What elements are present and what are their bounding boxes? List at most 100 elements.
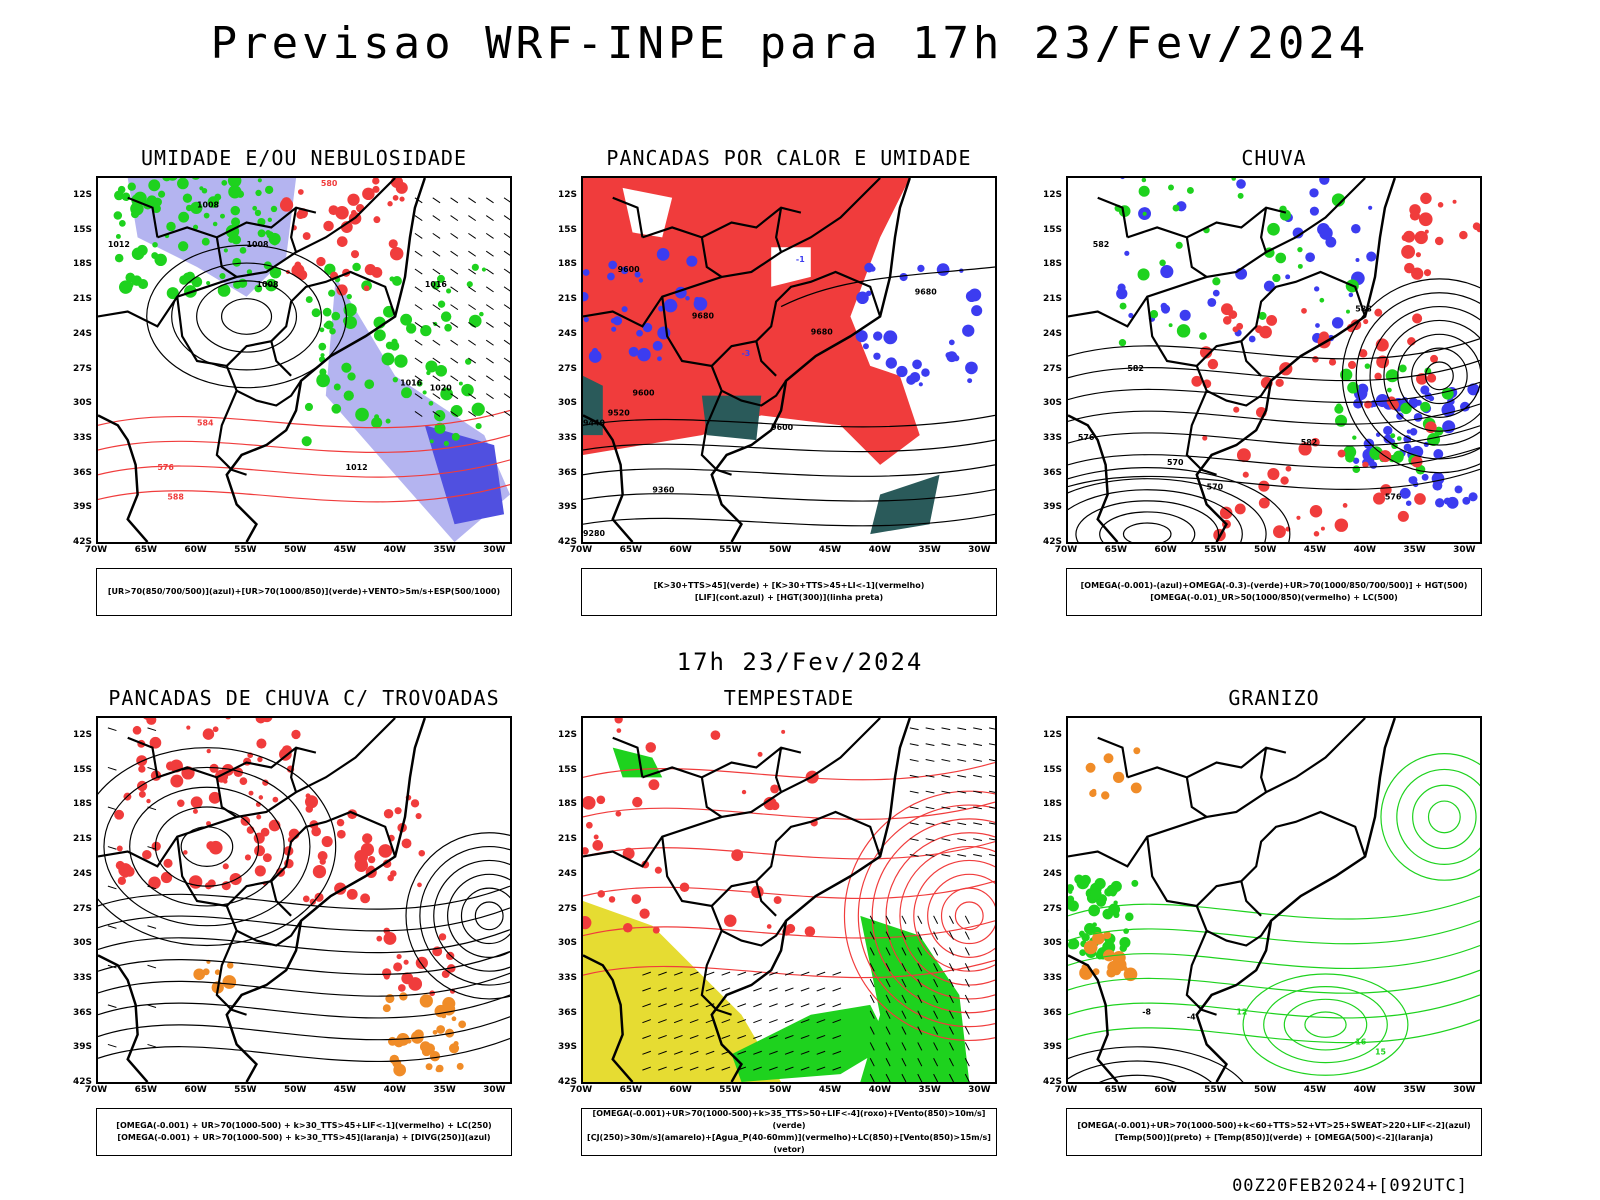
contour-label: 9600 bbox=[633, 389, 656, 398]
latitude-tick-label: 15S bbox=[72, 764, 92, 775]
water-vapour-red-contours-patch bbox=[741, 789, 747, 795]
longitude-tick-label: 70W bbox=[569, 1085, 593, 1095]
latitude-tick-label: 27S bbox=[72, 903, 92, 914]
wind-vector bbox=[485, 375, 494, 382]
wind-vector bbox=[642, 1050, 652, 1055]
wind-vector bbox=[901, 1058, 907, 1067]
wind-vector bbox=[901, 1026, 907, 1035]
lifted-index-blue-contours-patch bbox=[652, 340, 663, 351]
rain-red-patches-patch bbox=[1202, 435, 1208, 441]
rain-green-patches-patch bbox=[1231, 178, 1236, 181]
humidity-green-contours-patch bbox=[381, 352, 395, 366]
wind-vector bbox=[816, 971, 826, 976]
thunder-red-patches-patch bbox=[146, 718, 157, 725]
rain-blue-patches-patch bbox=[1236, 179, 1246, 189]
rain-red-patches-patch bbox=[1414, 493, 1426, 505]
thunder-orange-patches-patch bbox=[429, 1051, 441, 1062]
rain-blue-patches-patch bbox=[1124, 250, 1130, 256]
wind-vector bbox=[642, 1034, 652, 1039]
panel-title: PANCADAS POR CALOR E UMIDADE bbox=[606, 146, 972, 170]
wind-vector bbox=[107, 925, 117, 929]
wind-vector bbox=[769, 971, 778, 976]
height-500-cyclone-line bbox=[1383, 319, 1480, 432]
longitude-tick-label: 30W bbox=[483, 1085, 506, 1095]
rain-green-patches-patch bbox=[1387, 387, 1392, 393]
humidity-green-contours-patch bbox=[346, 293, 352, 300]
humidity-green-contours-patch bbox=[223, 248, 228, 253]
height-500-lines-line bbox=[1068, 468, 1480, 490]
latitude-tick-label: 12S bbox=[72, 190, 92, 200]
thickness-red-contours-patch bbox=[347, 193, 360, 206]
rain-red-patches-patch bbox=[1472, 222, 1480, 231]
wind-vector bbox=[869, 1010, 875, 1019]
humidity-green-contours-patch bbox=[121, 192, 131, 202]
wind-vector bbox=[468, 232, 477, 239]
longitude-tick-label: 70W bbox=[1054, 545, 1078, 555]
wind-vector bbox=[658, 1003, 667, 1008]
lc-850-red-lines-line bbox=[583, 920, 995, 939]
contour-label: 1008 bbox=[197, 201, 220, 210]
wind-vector bbox=[503, 215, 510, 221]
rain-blue-patches-patch bbox=[1355, 258, 1360, 262]
wind-vector bbox=[949, 1026, 954, 1035]
lifted-index-blue-contours-patch bbox=[657, 356, 662, 362]
contour-label: 9600 bbox=[771, 423, 794, 432]
wind-vector bbox=[933, 1042, 939, 1051]
rain-red-patches-patch bbox=[1234, 503, 1246, 515]
humidity-green-contours-patch bbox=[220, 213, 225, 219]
wind-vector bbox=[909, 838, 919, 841]
rain-red-patches-patch bbox=[1309, 505, 1323, 518]
contour-label: 12 bbox=[1236, 1008, 1247, 1017]
wind-vector bbox=[885, 1073, 891, 1082]
wind-vector bbox=[901, 1010, 907, 1019]
latitude-tick-label: 33S bbox=[557, 432, 577, 443]
rain-red-patches-patch bbox=[1233, 406, 1240, 413]
contour-label: 1008 bbox=[247, 240, 270, 249]
rain-green-patches-patch bbox=[1237, 192, 1244, 199]
rain-green-patches-patch bbox=[1345, 453, 1355, 463]
rain-blue-patches-patch bbox=[1248, 335, 1256, 343]
thunder-red-patches-patch bbox=[362, 833, 373, 844]
longitude-tick-label: 65W bbox=[134, 1085, 158, 1095]
wind-vector bbox=[147, 885, 157, 890]
omega-500-orange-patches-patch bbox=[1085, 762, 1096, 773]
thickness-red-lines-line bbox=[98, 484, 510, 503]
latitude-tick-label: 39S bbox=[1042, 1042, 1062, 1053]
rain-green-patches-patch bbox=[1297, 263, 1303, 269]
lc-850-red-cyclone-line bbox=[899, 846, 995, 986]
wind-vector bbox=[737, 1034, 747, 1039]
thunder-red-patches-patch bbox=[311, 826, 322, 837]
lc-250-streamlines-line bbox=[98, 929, 510, 954]
lifted-index-blue-contours-patch bbox=[971, 305, 983, 317]
wind-vector bbox=[503, 250, 510, 256]
lc-250-anticyclone-line bbox=[129, 786, 285, 907]
wind-vector bbox=[909, 790, 919, 794]
latitude-tick-label: 42S bbox=[557, 1077, 577, 1087]
humidity-green-contours-patch bbox=[228, 185, 242, 199]
humidity-green-contours-patch bbox=[301, 436, 312, 447]
humidity-green-contours-patch bbox=[444, 323, 452, 332]
temp-850-green-contours-ring-line bbox=[1412, 784, 1477, 850]
rain-red-patches-patch bbox=[1222, 316, 1232, 325]
wind-vector bbox=[658, 987, 667, 992]
wind-vector bbox=[973, 806, 983, 810]
wind-vector bbox=[901, 1042, 907, 1051]
wind-vector bbox=[917, 963, 923, 972]
wind-vector bbox=[941, 854, 951, 857]
wind-vector bbox=[988, 854, 995, 857]
wind-vector bbox=[901, 947, 907, 956]
lifted-index-blue-contours-patch bbox=[912, 359, 922, 370]
wind-vector bbox=[689, 1019, 699, 1024]
wind-vector bbox=[147, 1043, 157, 1048]
wind-vector bbox=[869, 1026, 875, 1035]
rain-red-patches-patch bbox=[1266, 314, 1278, 326]
wind-vector bbox=[753, 971, 762, 976]
wind-vector bbox=[933, 963, 939, 972]
rain-red-patches-patch bbox=[1420, 192, 1432, 205]
humidity-green-contours-patch bbox=[475, 423, 482, 430]
wind-vector bbox=[468, 357, 477, 364]
latitude-tick-label: 33S bbox=[1042, 432, 1062, 443]
wind-vector bbox=[689, 971, 699, 976]
lifted-index-blue-contours-patch bbox=[873, 352, 881, 360]
wind-vector bbox=[450, 250, 459, 257]
